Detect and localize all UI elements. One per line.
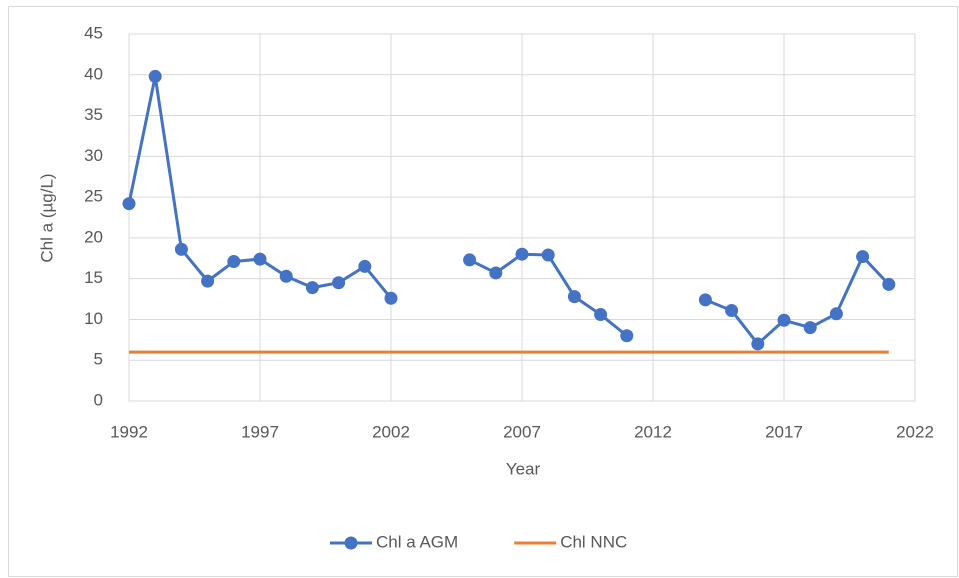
data-point: [698, 293, 712, 307]
legend-marker: [344, 536, 358, 550]
data-point: [332, 276, 346, 290]
data-point: [148, 69, 162, 83]
data-point: [829, 307, 843, 321]
y-tick-label: 40: [84, 64, 103, 83]
x-tick-label: 1992: [110, 422, 148, 441]
x-tick-label: 2002: [372, 422, 410, 441]
data-point: [541, 248, 555, 262]
x-tick-label: 1997: [241, 422, 279, 441]
data-point: [279, 269, 293, 283]
x-tick-label: 2012: [634, 422, 672, 441]
data-point: [489, 266, 503, 280]
y-tick-label: 20: [84, 227, 103, 246]
chart-border: [8, 6, 958, 577]
data-point: [620, 329, 634, 343]
x-tick-label: 2022: [896, 422, 934, 441]
data-point: [384, 291, 398, 305]
x-tick-label: 2017: [765, 422, 803, 441]
data-point: [201, 274, 215, 288]
data-point: [882, 277, 896, 291]
x-axis-label: Year: [506, 459, 541, 478]
y-tick-label: 45: [84, 23, 103, 42]
y-tick-label: 15: [84, 268, 103, 287]
data-point: [803, 321, 817, 335]
y-tick-label: 35: [84, 105, 103, 124]
data-point: [227, 255, 241, 269]
y-tick-label: 0: [94, 390, 103, 409]
data-point: [594, 308, 608, 322]
data-point: [174, 242, 188, 256]
data-point: [463, 253, 477, 267]
data-point: [751, 337, 765, 351]
data-point: [567, 290, 581, 304]
y-tick-label: 30: [84, 146, 103, 165]
legend-label: Chl NNC: [560, 532, 627, 551]
legend-label: Chl a AGM: [376, 532, 458, 551]
data-point: [777, 313, 791, 327]
data-point: [856, 250, 870, 264]
data-point: [253, 252, 267, 266]
y-tick-label: 5: [94, 350, 103, 369]
y-axis-label: Chl a (µg/L): [37, 173, 56, 262]
x-tick-label: 2007: [503, 422, 541, 441]
y-tick-label: 10: [84, 309, 103, 328]
data-point: [515, 247, 529, 261]
data-point: [358, 259, 372, 273]
data-point: [305, 281, 319, 295]
data-point: [122, 197, 136, 211]
y-tick-label: 25: [84, 187, 103, 206]
data-point: [725, 303, 739, 317]
